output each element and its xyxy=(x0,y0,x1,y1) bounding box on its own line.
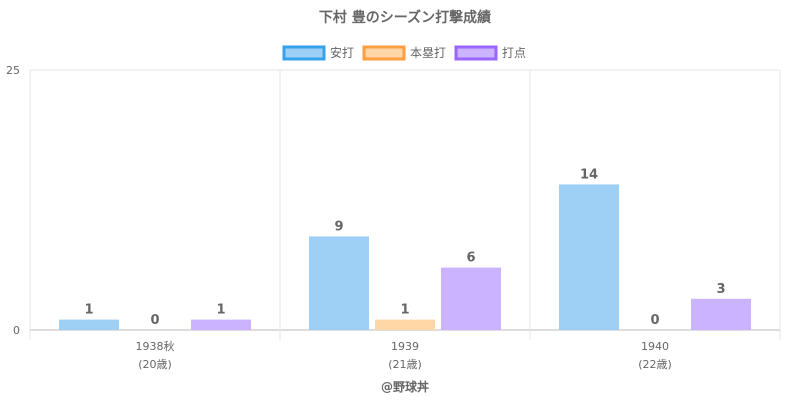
x-axis: 1938秋 (20歳) 1939 (21歳) 1940 (22歳) xyxy=(136,339,672,371)
bar xyxy=(559,184,619,330)
data-label: 1 xyxy=(84,303,93,318)
legend-swatch xyxy=(454,45,498,61)
bar xyxy=(59,319,119,330)
x-tick-sublabel: (21歳) xyxy=(388,358,422,371)
data-label: 0 xyxy=(650,313,659,328)
chart-title: 下村 豊のシーズン打撃成績 xyxy=(319,9,491,26)
x-tick-label: 1939 xyxy=(391,340,419,353)
data-label: 9 xyxy=(334,219,343,234)
legend-swatch xyxy=(282,45,326,61)
data-label: 6 xyxy=(466,251,475,266)
legend-swatch xyxy=(362,45,406,61)
legend-label: 安打 xyxy=(330,45,354,60)
bar xyxy=(191,319,251,330)
x-tick-label: 1940 xyxy=(641,340,669,353)
y-tick-label: 25 xyxy=(6,64,20,77)
bar xyxy=(691,298,751,330)
data-label: 1 xyxy=(400,303,409,318)
credit-text: @野球丼 xyxy=(381,379,429,394)
x-tick-sublabel: (20歳) xyxy=(138,358,172,371)
bar xyxy=(375,319,435,330)
data-label: 1 xyxy=(216,303,225,318)
bar xyxy=(309,236,369,330)
x-tick-label: 1938秋 xyxy=(136,339,175,353)
bars xyxy=(59,184,751,330)
data-label: 0 xyxy=(150,313,159,328)
grid xyxy=(29,69,781,340)
data-labels: 1 0 1 9 1 6 14 0 3 xyxy=(84,167,725,328)
data-label: 14 xyxy=(580,167,598,182)
legend-label: 打点 xyxy=(502,46,526,60)
x-tick-sublabel: (22歳) xyxy=(638,358,672,371)
legend: 安打 本塁打 打点 xyxy=(282,45,526,61)
data-label: 3 xyxy=(716,282,725,297)
y-tick-label: 0 xyxy=(13,324,20,337)
legend-label: 本塁打 xyxy=(410,46,446,60)
y-axis: 0 25 xyxy=(6,64,20,337)
bar xyxy=(441,267,501,330)
